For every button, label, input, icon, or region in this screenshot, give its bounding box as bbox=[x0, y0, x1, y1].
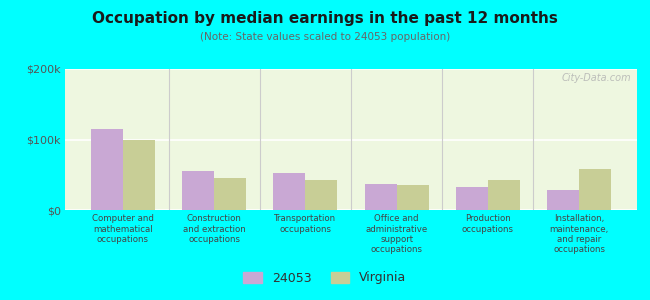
Text: Occupation by median earnings in the past 12 months: Occupation by median earnings in the pas… bbox=[92, 11, 558, 26]
Text: (Note: State values scaled to 24053 population): (Note: State values scaled to 24053 popu… bbox=[200, 32, 450, 41]
Bar bbox=[365, 184, 396, 210]
Bar bbox=[274, 173, 305, 210]
Bar bbox=[547, 190, 579, 210]
Bar bbox=[579, 169, 611, 210]
Legend: 24053, Virginia: 24053, Virginia bbox=[237, 265, 413, 291]
Bar bbox=[488, 180, 520, 210]
Text: City-Data.com: City-Data.com bbox=[562, 73, 631, 83]
Bar bbox=[182, 171, 214, 210]
Bar bbox=[214, 178, 246, 210]
Bar bbox=[456, 187, 488, 210]
Bar bbox=[123, 140, 155, 210]
Bar bbox=[306, 180, 337, 210]
Bar bbox=[396, 184, 428, 210]
Bar bbox=[91, 129, 123, 210]
